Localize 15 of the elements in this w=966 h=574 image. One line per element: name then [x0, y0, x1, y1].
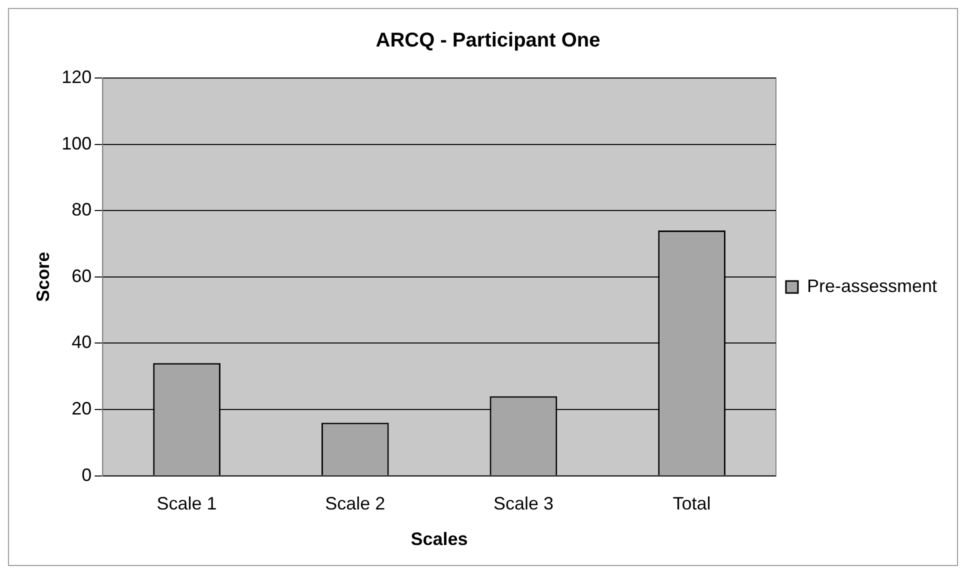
x-tick-label: Scale 2 [325, 494, 386, 514]
y-tick-label: 40 [72, 332, 92, 352]
y-axis-title: Score [32, 252, 53, 302]
legend-label: Pre-assessment [806, 276, 938, 296]
x-tick-label: Scale 3 [493, 494, 554, 514]
y-tick-label: 120 [62, 66, 92, 87]
x-tick-label: Scale 1 [156, 494, 217, 514]
y-tick-label: 60 [72, 266, 92, 286]
y-tick-label: 80 [72, 200, 92, 220]
y-tick-label: 0 [82, 464, 92, 485]
x-axis-title: Scales [410, 529, 468, 550]
chart-title: ARCQ - Participant One [376, 30, 600, 52]
y-tick-label: 20 [72, 398, 92, 418]
y-tick-label: 100 [62, 133, 92, 154]
x-tick-label: Total [672, 494, 711, 514]
